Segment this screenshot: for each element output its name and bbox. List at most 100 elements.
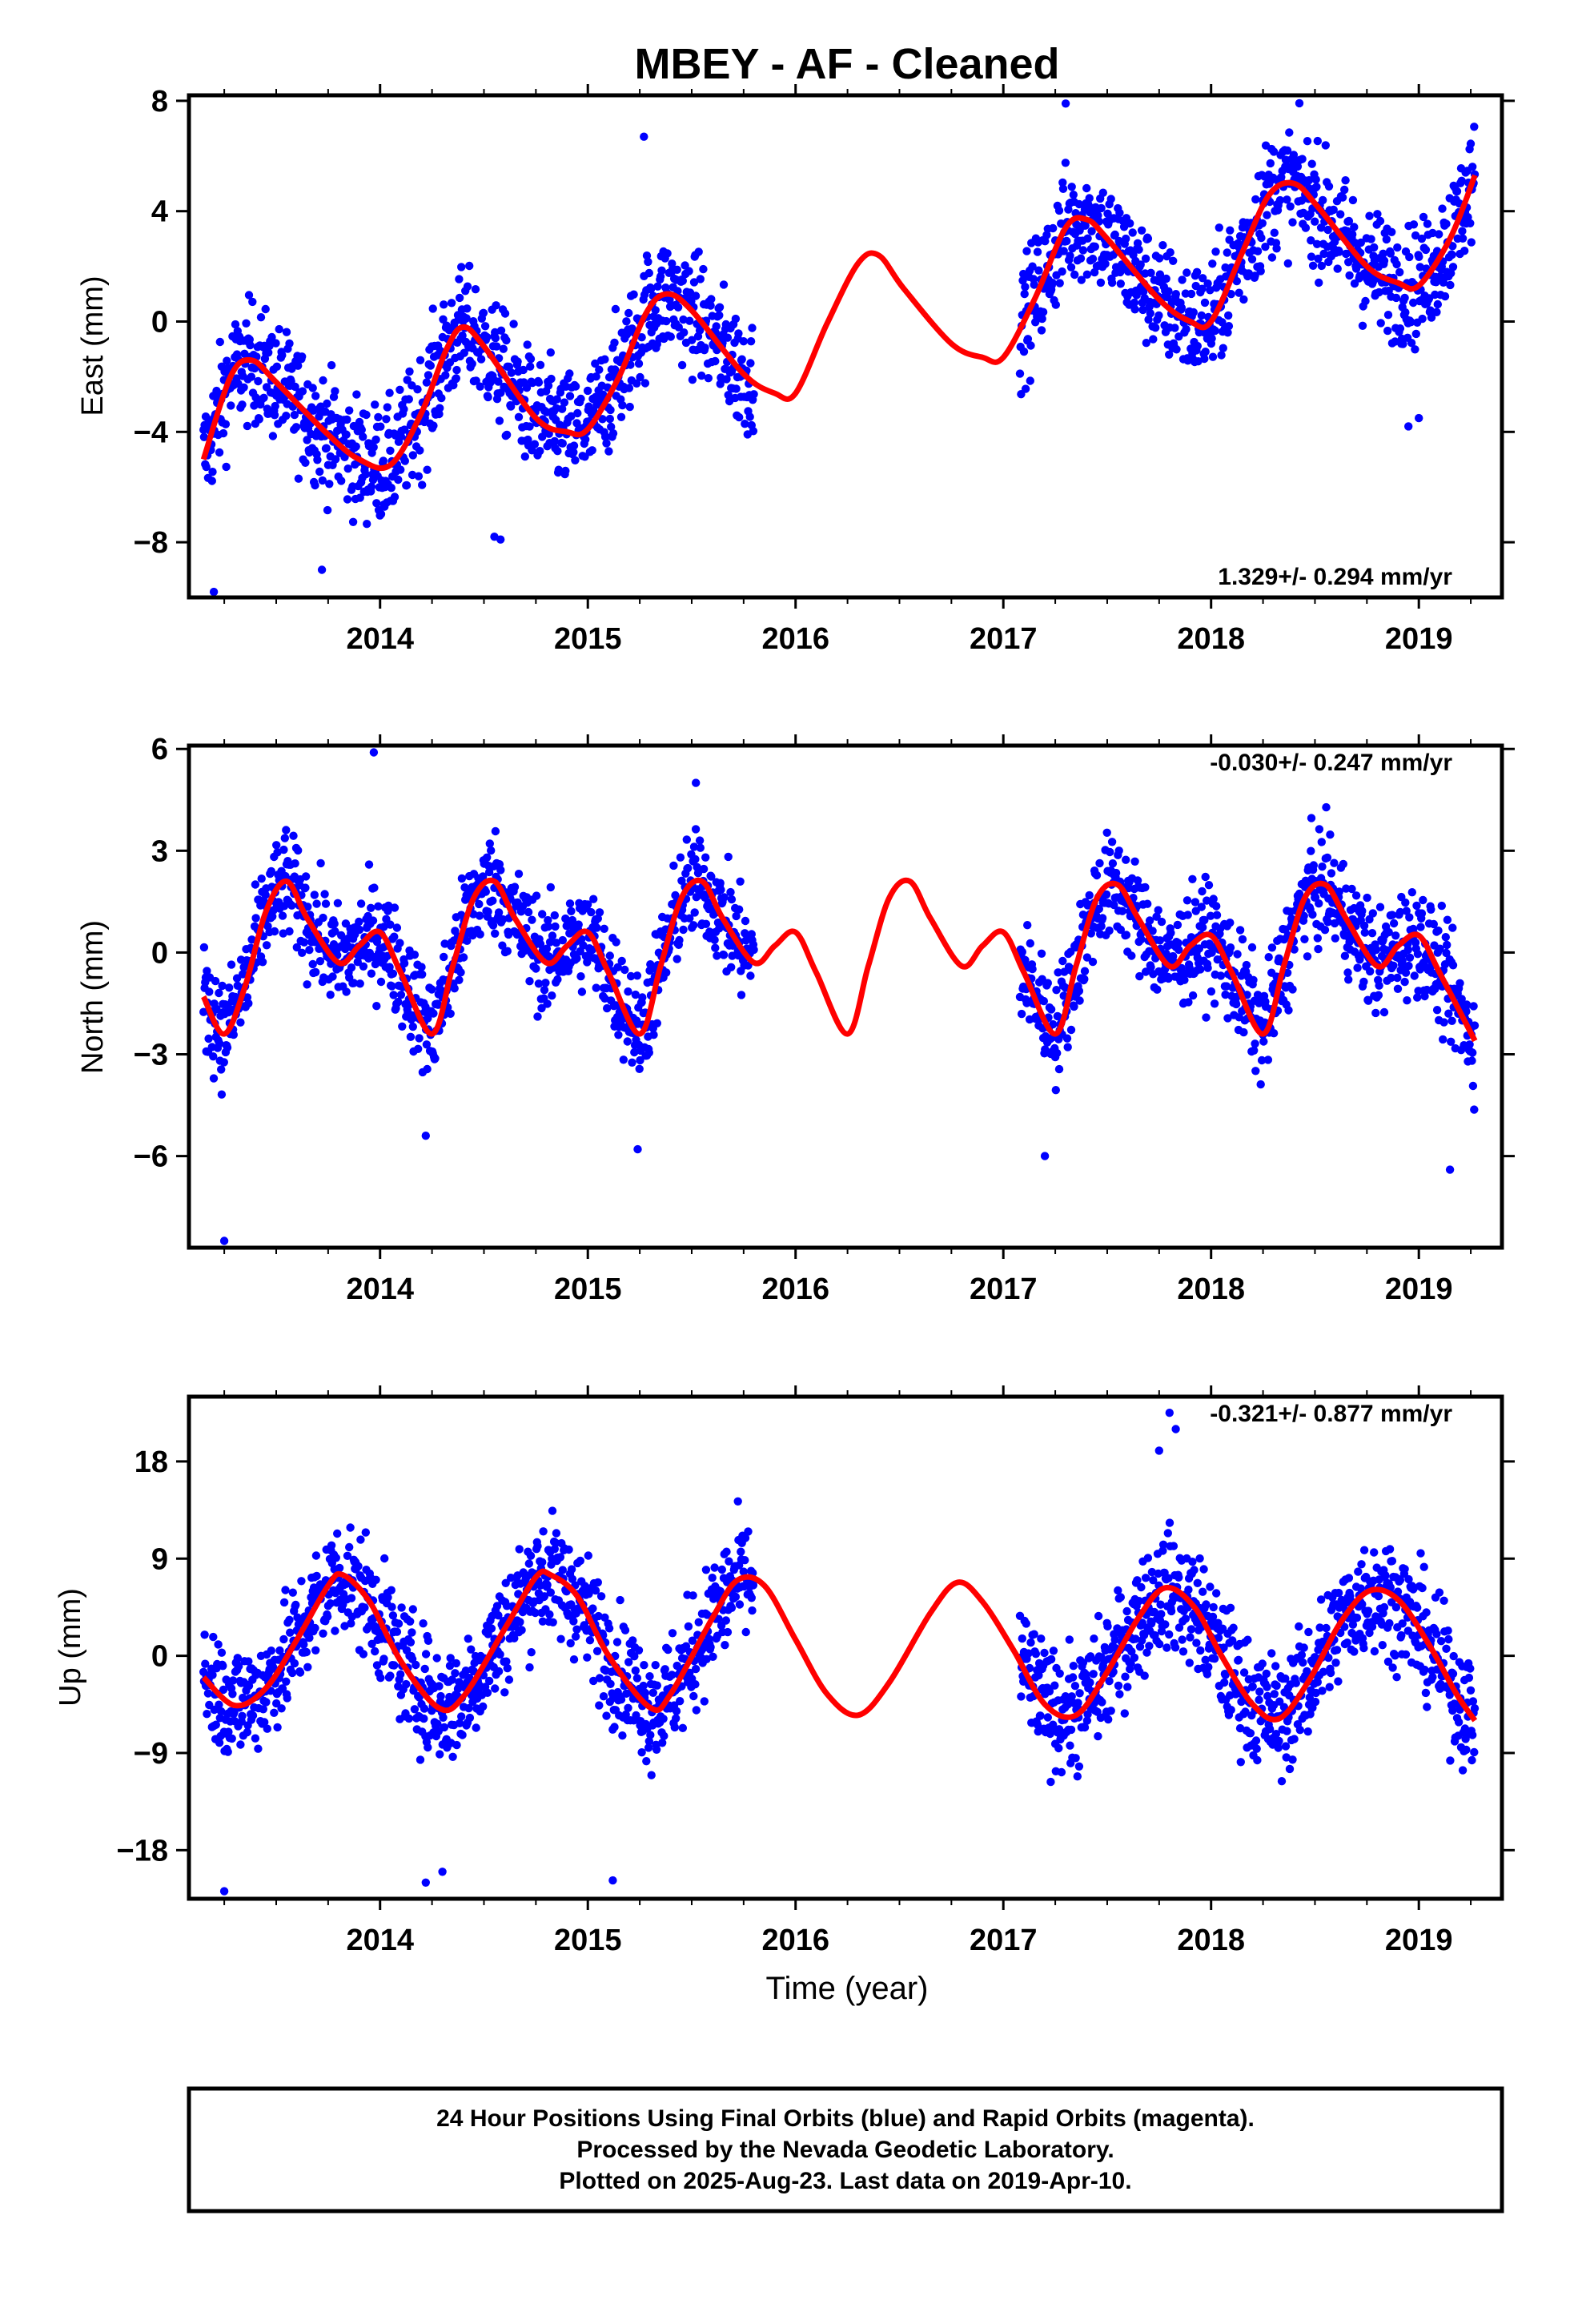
up-point-837 xyxy=(676,1697,685,1706)
up-point-824 xyxy=(668,1629,677,1638)
up-point-996 xyxy=(1031,1650,1041,1659)
east-point-1659 xyxy=(1409,298,1418,308)
east-point-1519 xyxy=(1329,205,1338,215)
east-point-1736 xyxy=(1452,187,1462,196)
east-point-1306 xyxy=(1208,259,1217,268)
east-point-1447 xyxy=(1288,218,1297,227)
east-y-tick-label: 0 xyxy=(151,305,168,339)
up-point-746 xyxy=(624,1703,632,1712)
east-point-695 xyxy=(595,365,604,374)
up-point-235 xyxy=(333,1529,342,1538)
east-point-1298 xyxy=(1203,279,1212,288)
east-point-1479 xyxy=(1307,236,1315,245)
east-point-982 xyxy=(1023,335,1033,344)
east-point-458 xyxy=(460,348,468,357)
north-point-771 xyxy=(638,993,647,1002)
north-outlier-point xyxy=(1445,1165,1455,1174)
north-point-1164 xyxy=(1127,951,1136,960)
north-point-379 xyxy=(415,1034,424,1043)
north-point-797 xyxy=(652,1019,661,1028)
north-point-1762 xyxy=(1468,1056,1476,1065)
up-point-684 xyxy=(588,1604,597,1613)
east-point-316 xyxy=(379,456,387,465)
east-point-1325 xyxy=(1219,344,1228,352)
north-point-1504 xyxy=(1320,926,1330,935)
east-point-1012 xyxy=(1041,237,1050,246)
up-point-1253 xyxy=(1178,1635,1186,1644)
up-point-281 xyxy=(359,1650,368,1659)
east-point-210 xyxy=(319,376,327,385)
east-point-1339 xyxy=(1227,290,1235,299)
north-point-215 xyxy=(321,899,331,908)
north-point-1561 xyxy=(1353,963,1362,972)
up-point-895 xyxy=(709,1652,717,1661)
up-point-417 xyxy=(436,1691,445,1701)
up-point-894 xyxy=(708,1574,717,1582)
east-point-367 xyxy=(408,470,417,480)
up-point-1091 xyxy=(1086,1678,1094,1687)
east-point-1425 xyxy=(1275,195,1285,205)
up-point-1141 xyxy=(1114,1681,1123,1691)
north-point-1588 xyxy=(1368,909,1378,918)
north-point-1081 xyxy=(1080,975,1089,983)
east-point-1169 xyxy=(1130,298,1139,308)
east-point-518 xyxy=(494,377,503,386)
up-point-1231 xyxy=(1165,1518,1174,1527)
east-point-1481 xyxy=(1307,159,1316,168)
north-point-1125 xyxy=(1105,926,1114,935)
east-point-644 xyxy=(565,392,575,400)
up-point-808 xyxy=(659,1715,668,1723)
north-point-111 xyxy=(262,941,271,950)
north-point-1653 xyxy=(1405,953,1415,963)
up-point-576 xyxy=(527,1648,536,1657)
up-point-1145 xyxy=(1116,1593,1126,1602)
up-point-1181 xyxy=(1137,1582,1146,1592)
up-point-1271 xyxy=(1188,1558,1197,1566)
east-point-323 xyxy=(383,403,391,412)
east-point-520 xyxy=(495,416,504,425)
north-point-613 xyxy=(548,931,557,940)
east-point-1729 xyxy=(1448,263,1458,271)
north-point-1499 xyxy=(1318,862,1327,871)
east-point-1766 xyxy=(1470,123,1479,131)
north-point-753 xyxy=(628,1058,636,1068)
north-x-tick-label-2016: 2016 xyxy=(761,1273,829,1306)
north-point-745 xyxy=(623,1037,632,1046)
east-point-523 xyxy=(496,326,506,335)
east-point-1645 xyxy=(1401,308,1410,317)
up-point-231 xyxy=(331,1626,339,1635)
north-outlier-point xyxy=(633,1144,642,1154)
up-point-1061 xyxy=(1068,1673,1078,1682)
east-point-1111 xyxy=(1097,203,1106,213)
up-point-1073 xyxy=(1075,1689,1084,1698)
up-point-1055 xyxy=(1065,1635,1074,1644)
east-point-1260 xyxy=(1182,324,1191,334)
up-point-198 xyxy=(311,1551,321,1560)
north-point-407 xyxy=(431,1054,440,1063)
north-point-275 xyxy=(355,979,364,988)
north-point-213 xyxy=(320,890,329,899)
up-point-696 xyxy=(595,1674,604,1683)
east-point-1606 xyxy=(1379,249,1387,258)
east-point-527 xyxy=(499,344,508,353)
east-point-1489 xyxy=(1312,183,1321,191)
up-point-957 xyxy=(744,1527,753,1536)
up-point-944 xyxy=(737,1547,745,1556)
east-point-1166 xyxy=(1128,228,1137,237)
north-point-92 xyxy=(251,914,260,923)
north-point-1181 xyxy=(1137,935,1146,944)
up-point-468 xyxy=(465,1713,475,1723)
east-point-1100 xyxy=(1090,242,1100,251)
up-point-68 xyxy=(238,1711,247,1720)
east-point-1182 xyxy=(1137,226,1146,235)
north-point-1108 xyxy=(1095,858,1104,868)
east-point-376 xyxy=(413,385,422,394)
up-point-130 xyxy=(273,1723,282,1732)
north-point-349 xyxy=(398,1022,407,1031)
east-x-tick-label-2014: 2014 xyxy=(346,622,414,656)
east-point-445 xyxy=(452,365,461,375)
east-point-1599 xyxy=(1375,287,1383,297)
east-point-832 xyxy=(673,265,681,274)
east-y-tick-label: −4 xyxy=(134,416,168,449)
east-point-1728 xyxy=(1448,242,1457,251)
